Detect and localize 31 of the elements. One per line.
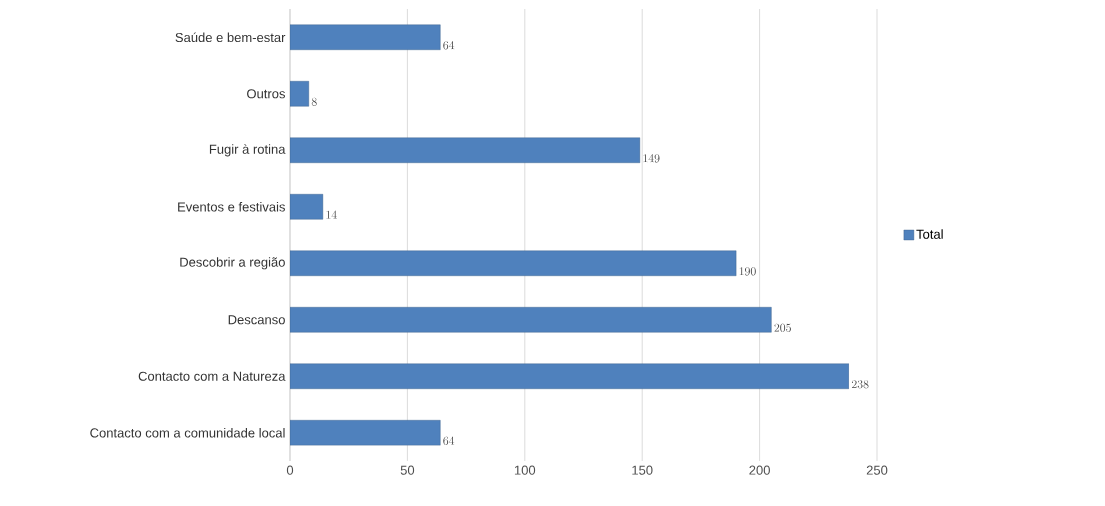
data-label: 205: [774, 323, 791, 332]
x-tick-label: 50: [400, 465, 415, 475]
x-tick-label: 250: [866, 465, 888, 475]
y-tick-label: Fugir à rotina: [209, 144, 286, 157]
y-tick-label: Contacto com a Natureza: [138, 371, 286, 381]
bar: [290, 137, 641, 163]
data-label: 190: [739, 267, 756, 276]
bar: [290, 81, 309, 107]
bar: [290, 250, 737, 276]
bar: [290, 24, 441, 50]
bar: [290, 194, 324, 220]
data-label: 238: [851, 380, 869, 389]
bar: [290, 307, 772, 333]
y-tick-label: Descanso: [228, 315, 285, 325]
x-tick-label: 0: [286, 465, 294, 475]
y-tick-label: Outros: [247, 89, 285, 99]
y-tick-label: Descobrir a região: [180, 257, 285, 270]
data-label: 64: [443, 436, 455, 445]
data-label: 149: [643, 154, 660, 163]
bar: [290, 420, 441, 446]
bar: [290, 363, 850, 389]
y-tick-label: Eventos e festivais: [178, 201, 285, 212]
x-tick-label: 200: [749, 465, 770, 475]
data-label: 14: [326, 210, 337, 219]
data-label: 8: [311, 97, 317, 106]
legend-label: Total: [916, 229, 943, 239]
y-tick-label: Contacto com a comunidade local: [90, 427, 285, 438]
data-label: 64: [443, 41, 455, 50]
y-tick-label: Saúde e bem-estar: [175, 32, 286, 43]
x-tick-label: 100: [514, 465, 536, 475]
x-tick-label: 150: [632, 465, 653, 475]
